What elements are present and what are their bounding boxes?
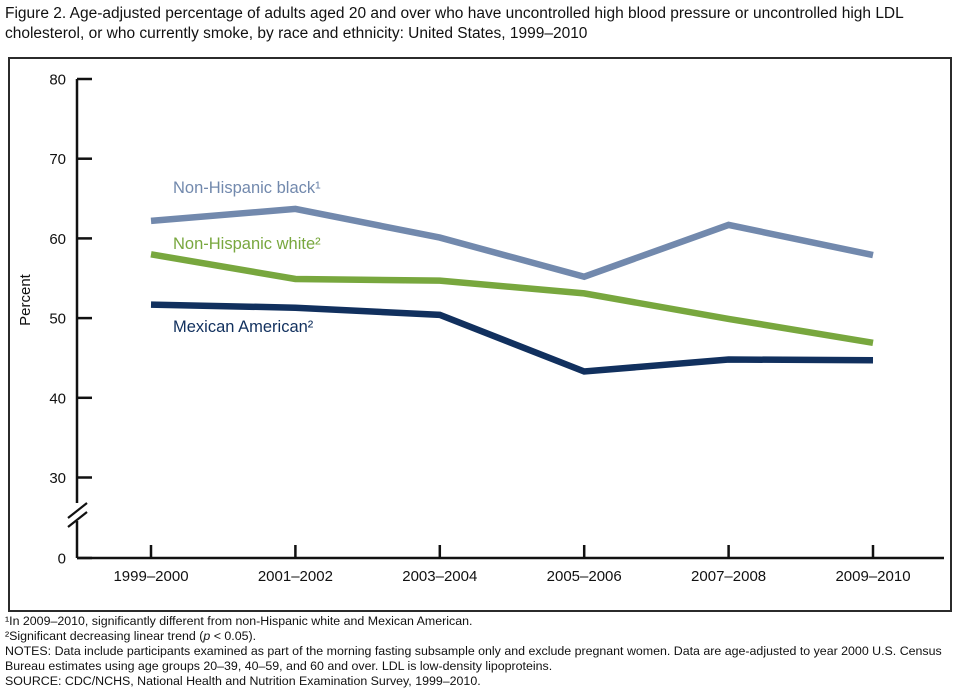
footnote-1: ¹In 2009–2010, significantly different f… <box>5 614 473 628</box>
x-tick-label: 2007–2008 <box>691 568 766 585</box>
y-tick-label: 70 <box>49 151 66 168</box>
footnote-notes: NOTES: Data include participants examine… <box>5 644 942 673</box>
axis-break-slash <box>67 502 88 519</box>
footnote-2: ²Significant decreasing linear trend (p … <box>5 629 257 643</box>
y-tick-label: 60 <box>49 231 66 248</box>
y-tick-label: 80 <box>49 72 66 89</box>
chart-frame: 80 70 60 50 40 30 0 1999–2000 2001–2002 2003–2004… <box>8 57 952 612</box>
y-tick-label: 30 <box>49 470 66 487</box>
series-label-2: Mexican American² <box>173 318 314 336</box>
x-tick-label: 2001–2002 <box>258 568 333 585</box>
y-tick-label: 50 <box>49 311 66 328</box>
series-line-0 <box>150 205 874 281</box>
series-line-1 <box>150 251 874 347</box>
footnotes: ¹In 2009–2010, significantly different f… <box>5 614 955 689</box>
x-tick-label: 2009–2010 <box>835 568 910 585</box>
x-tick-label: 2003–2004 <box>402 568 477 585</box>
y-tick-label: 40 <box>49 390 66 407</box>
x-tick-label: 1999–2000 <box>113 568 188 585</box>
footnote-source: SOURCE: CDC/NCHS, National Health and Nu… <box>5 674 481 688</box>
series-label-0: Non-Hispanic black¹ <box>173 179 321 197</box>
y-tick-label: 0 <box>58 551 66 568</box>
series-line-2 <box>150 301 874 375</box>
figure-title: Figure 2. Age-adjusted percentage of adu… <box>5 5 904 43</box>
chart-canvas: 80 70 60 50 40 30 0 1999–2000 2001–2002 2003–2004… <box>17 72 944 585</box>
y-axis-title: Percent <box>17 273 34 326</box>
p-value-symbol: p <box>203 629 211 643</box>
series-label-1: Non-Hispanic white² <box>173 235 321 253</box>
axis-break-slash <box>67 511 88 528</box>
x-tick-label: 2005–2006 <box>547 568 622 585</box>
